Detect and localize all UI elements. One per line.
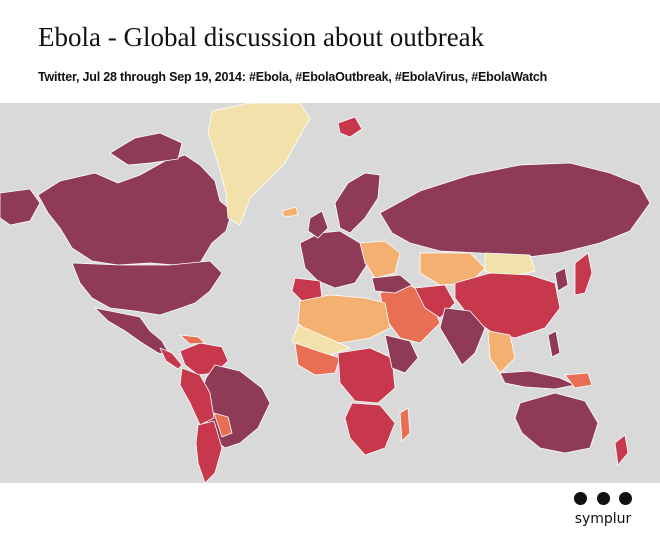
world-map: [0, 103, 660, 483]
region-western-europe: [299, 230, 369, 289]
region-china: [454, 272, 561, 339]
region-greenland: [207, 103, 311, 226]
region-usa: [71, 260, 223, 316]
region-alaska: [0, 188, 41, 226]
region-scandinavia: [334, 172, 381, 234]
region-eastern-europe: [359, 240, 401, 279]
region-southern-africa: [344, 402, 396, 456]
region-peru-bolivia: [179, 367, 215, 426]
region-central-america: [159, 347, 183, 370]
region-philippines: [547, 330, 561, 358]
region-caribbean: [179, 334, 206, 345]
region-new-zealand: [614, 434, 629, 466]
region-turkey-caucasus: [371, 274, 413, 294]
brand-logo: symplur: [568, 492, 638, 527]
region-papua-new-guinea: [564, 372, 593, 389]
three-dots-icon: [574, 492, 632, 505]
chart-subtitle: Twitter, Jul 28 through Sep 19, 2014: #E…: [38, 70, 548, 84]
region-paraguay-uruguay: [213, 412, 233, 438]
region-madagascar: [399, 407, 411, 442]
brand-name: symplur: [574, 511, 632, 527]
region-iceland: [337, 116, 363, 138]
region-southeast-asia: [487, 330, 516, 374]
region-central-africa: [337, 347, 396, 404]
region-argentina-chile: [195, 420, 223, 483]
region-australia: [514, 392, 599, 454]
region-japan: [574, 252, 593, 296]
region-korea: [554, 267, 569, 292]
region-canada: [37, 154, 233, 266]
world-map-svg: [0, 103, 651, 483]
region-russia: [379, 162, 651, 259]
chart-title: Ebola - Global discussion about outbreak: [38, 22, 485, 52]
region-arctic-islands: [109, 132, 183, 166]
region-east-europe-island: [281, 206, 299, 218]
region-indonesia: [499, 370, 576, 390]
region-east-africa: [384, 334, 419, 374]
region-india: [439, 307, 486, 366]
region-uk: [307, 210, 329, 239]
region-west-africa: [294, 342, 341, 376]
